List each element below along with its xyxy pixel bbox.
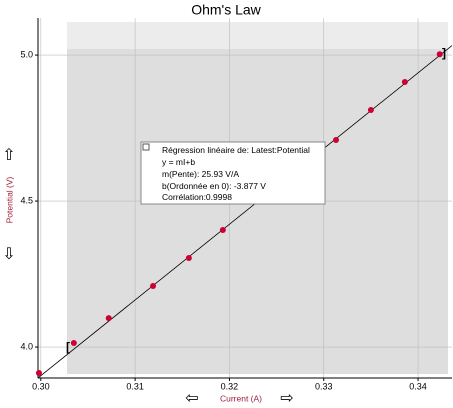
x-tick-label: 0.31 <box>126 381 144 391</box>
data-point <box>150 283 157 290</box>
selection <box>67 49 448 374</box>
selection-top <box>67 22 448 49</box>
data-point <box>367 106 374 113</box>
data-point <box>333 137 340 144</box>
x-tick-label: 0.34 <box>409 381 427 391</box>
x-tick-label: 0.33 <box>315 381 333 391</box>
fit-line: b(Ordonnée en 0): -3.877 V <box>162 181 266 191</box>
data-point <box>401 78 408 85</box>
data-point <box>70 339 77 346</box>
fit-line <box>37 45 453 379</box>
fit-line: m(Pente): 25.93 V/A <box>162 169 239 179</box>
y-axis-label: Potential (V) <box>4 176 14 223</box>
data-point <box>436 51 443 58</box>
fit-line: Corrélation:0.9998 <box>162 192 232 202</box>
x-tick-label: 0.32 <box>221 381 239 391</box>
fit-box-frame <box>140 141 326 205</box>
scroll-left[interactable]: ⇦ <box>185 390 198 407</box>
y-tick-label: 5.0 <box>20 49 33 59</box>
data-point <box>35 370 42 377</box>
x-tick-label: 0.30 <box>32 381 50 391</box>
data-point <box>219 226 226 233</box>
x-axis-label: Current (A) <box>220 393 262 403</box>
scroll-down[interactable]: ⇩ <box>2 246 15 263</box>
chart-title: Ohm's Law <box>191 2 261 18</box>
y-tick-label: 4.5 <box>20 195 33 205</box>
scroll-up[interactable]: ⇧ <box>2 147 15 164</box>
scroll-right[interactable]: ⇨ <box>280 390 293 407</box>
data-point <box>185 255 192 261</box>
y-tick-label: 4.0 <box>20 341 33 351</box>
fit-box: Régression linéaire de: Latest:Potential… <box>140 141 326 205</box>
range-bracket-right[interactable]: ] <box>442 46 446 60</box>
fit-line: y = mI+b <box>162 157 195 167</box>
fit-line: Régression linéaire de: Latest:Potential <box>162 145 310 155</box>
fit-box-close[interactable] <box>142 143 150 151</box>
range-bracket-left[interactable]: [ <box>66 340 70 354</box>
data-point <box>105 315 112 322</box>
